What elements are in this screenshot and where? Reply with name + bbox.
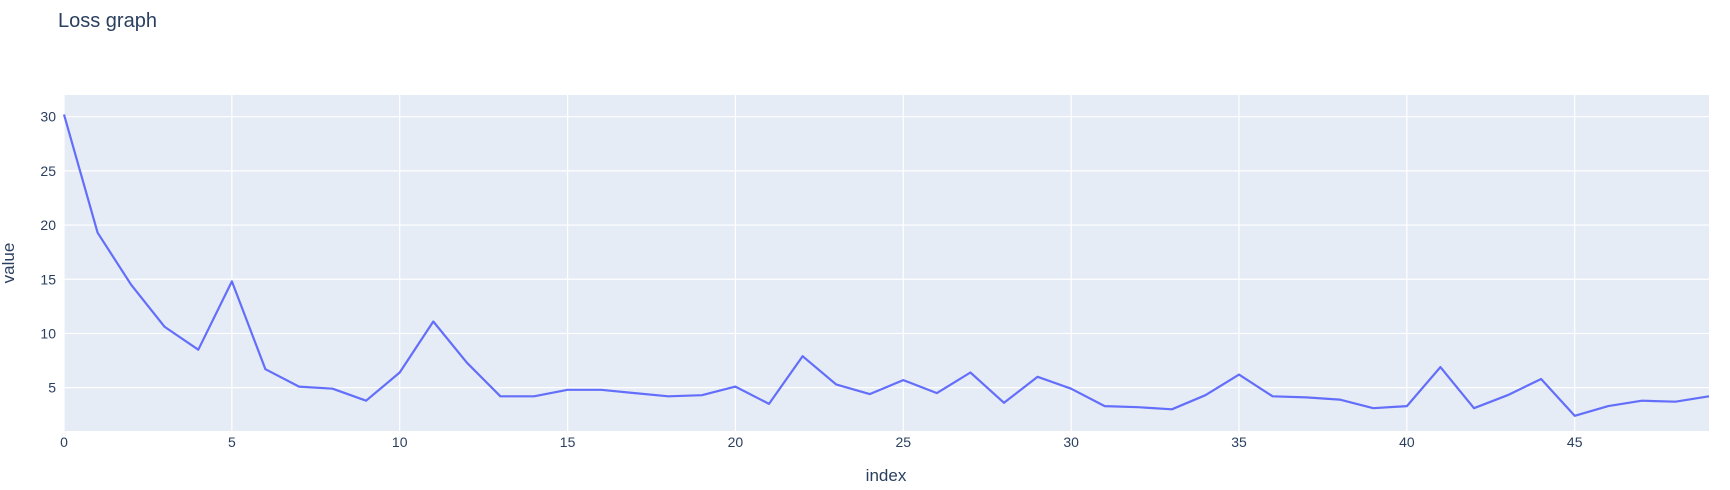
y-tick-label: 25	[40, 163, 56, 179]
x-tick-label: 35	[1231, 434, 1247, 450]
y-tick-label: 15	[40, 271, 56, 287]
y-tick-label: 5	[48, 380, 56, 396]
y-tick-label: 30	[40, 109, 56, 125]
x-tick-label: 10	[392, 434, 408, 450]
x-tick-label: 15	[560, 434, 576, 450]
series-line	[62, 114, 1710, 417]
x-tick-label: 45	[1567, 434, 1583, 450]
gridlines	[63, 95, 1709, 431]
x-tick-label: 0	[60, 434, 68, 450]
x-tick-label: 25	[895, 434, 911, 450]
chart-title: Loss graph	[58, 10, 157, 32]
x-tick-label: 40	[1399, 434, 1415, 450]
y-tick-label: 20	[40, 217, 56, 233]
x-axis-title: index	[866, 466, 907, 485]
y-tick-label: 10	[40, 325, 56, 341]
tick-labels: 0 5 10 15 20 25 30 35 40 45 5 10 15 20 25 30	[40, 109, 1582, 450]
x-tick-label: 5	[228, 434, 236, 450]
x-tick-label: 20	[728, 434, 744, 450]
plot-area	[64, 95, 1709, 431]
series-layer	[62, 114, 1710, 417]
y-axis-title: value	[0, 243, 18, 284]
x-tick-label: 30	[1063, 434, 1079, 450]
